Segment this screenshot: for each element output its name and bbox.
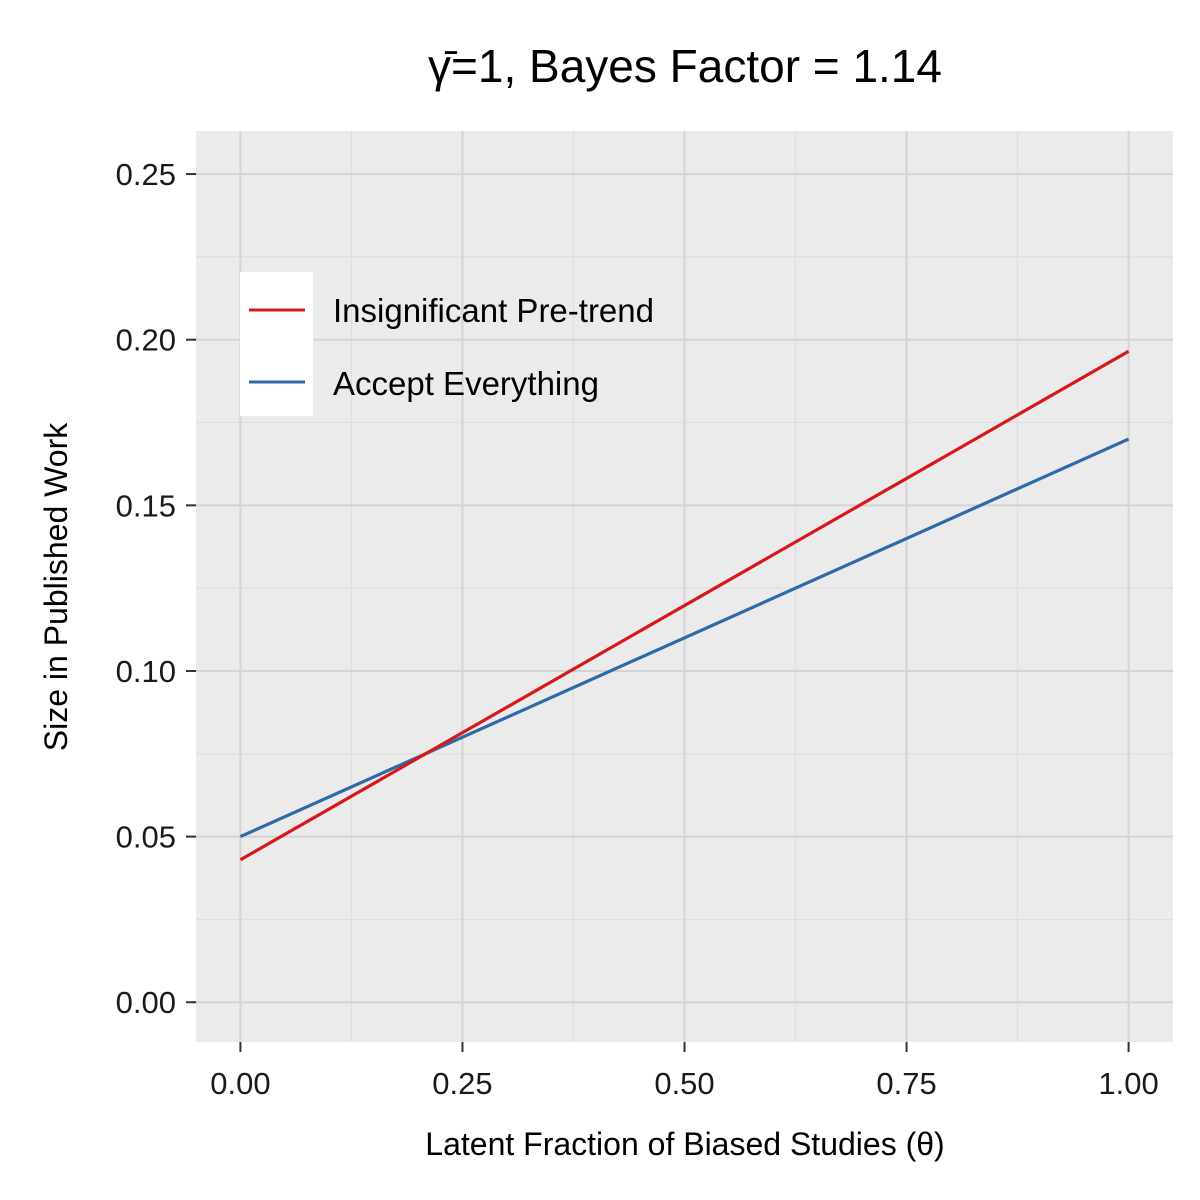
y-axis: 0.00 0.05 0.10 0.15 0.20 0.25 (116, 157, 196, 1020)
y-tick-label: 0.25 (116, 157, 176, 192)
legend-box (240, 272, 313, 416)
x-tick-label: 1.00 (1098, 1066, 1158, 1101)
x-tick-label: 0.00 (210, 1066, 270, 1101)
chart-title: γ̄=1, Bayes Factor = 1.14 (428, 40, 942, 92)
grid-major (196, 131, 1173, 1042)
legend-label-accept-everything: Accept Everything (333, 365, 599, 402)
y-tick-label: 0.20 (116, 323, 176, 358)
y-tick-label: 0.10 (116, 654, 176, 689)
series-line-insignificant-pre-trend (239, 349, 1130, 862)
y-tick-label: 0.15 (116, 488, 176, 523)
y-tick-label: 0.00 (116, 985, 176, 1020)
legend-label-insignificant-pre-trend: Insignificant Pre-trend (333, 292, 654, 329)
x-tick-label: 0.75 (876, 1066, 936, 1101)
x-tick-label: 0.50 (654, 1066, 714, 1101)
x-axis-title: Latent Fraction of Biased Studies (θ) (425, 1126, 944, 1162)
legend: Insignificant Pre-trend Accept Everythin… (240, 272, 654, 416)
y-axis-title: Size in Published Work (38, 422, 74, 751)
x-axis: 0.00 0.25 0.50 0.75 1.00 (210, 1042, 1159, 1101)
series-line-accept-everything (239, 437, 1130, 839)
x-tick-label: 0.25 (432, 1066, 492, 1101)
y-tick-label: 0.05 (116, 820, 176, 855)
series-lines (239, 349, 1130, 862)
